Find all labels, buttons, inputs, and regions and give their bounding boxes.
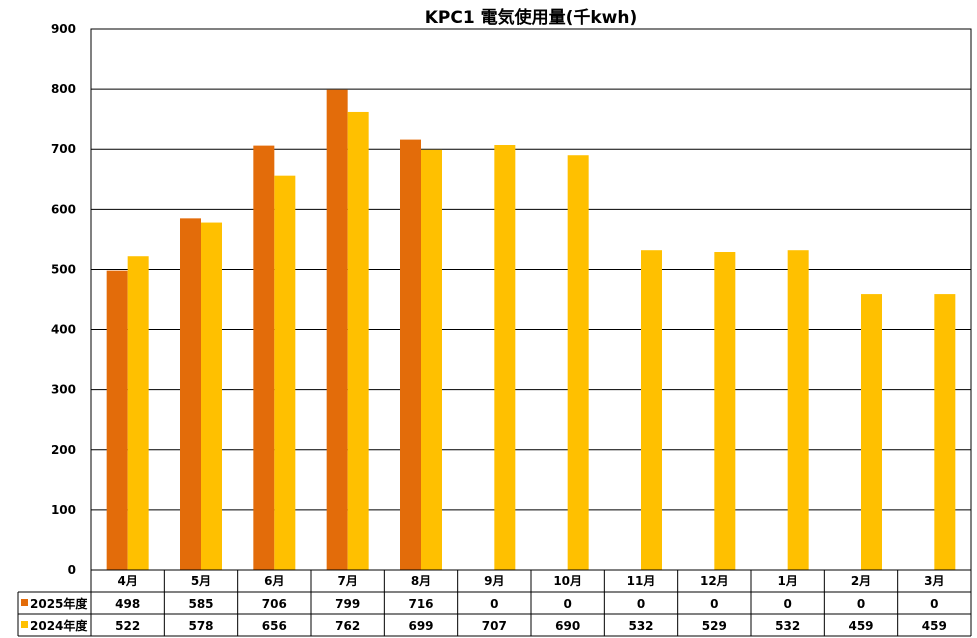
- bar-fy2024-4: [421, 149, 442, 570]
- data-label: 799: [335, 597, 360, 611]
- y-tick-label: 100: [51, 503, 76, 517]
- data-label: 532: [775, 619, 800, 633]
- x-tick-label: 9月: [484, 574, 504, 588]
- x-tick-label: 7月: [337, 574, 357, 588]
- bar-fy2024-8: [714, 252, 736, 571]
- data-label: 0: [563, 597, 571, 611]
- legend-label: 2025年度: [30, 596, 88, 611]
- data-label: 656: [262, 619, 287, 633]
- data-label: 0: [490, 597, 498, 611]
- bar-fy2025-2: [253, 145, 275, 571]
- y-tick-label: 200: [51, 443, 76, 457]
- data-label: 459: [922, 619, 947, 633]
- data-label: 707: [482, 619, 507, 633]
- data-label: 0: [857, 597, 865, 611]
- x-tick-label: 8月: [411, 574, 431, 588]
- data-label: 578: [188, 619, 213, 633]
- data-table: 4月 5月 6月 7月 8月 9月 10月 11月 12月 1月 2月 3月 2025年度 498 585 7…: [17, 569, 972, 637]
- gridlines: [90, 28, 972, 571]
- x-tick-label: 3月: [924, 574, 944, 588]
- y-tick-label: 800: [51, 82, 76, 96]
- bar-fy2024-2: [274, 175, 296, 570]
- x-tick-label: 12月: [700, 574, 729, 588]
- data-label: 529: [702, 619, 727, 633]
- bar-fy2024-6: [567, 155, 589, 570]
- y-tick-label: 600: [51, 202, 76, 216]
- data-label: 532: [628, 619, 653, 633]
- legend-swatch: [21, 621, 28, 628]
- bar-fy2024-5: [494, 145, 516, 570]
- x-tick-label: 2月: [851, 574, 871, 588]
- bar-fy2025-4: [400, 139, 421, 571]
- bar-fy2024-9: [787, 250, 809, 570]
- bar-fy2025-0: [106, 270, 128, 570]
- data-label: 522: [115, 619, 140, 633]
- bar-fy2024-7: [641, 250, 662, 570]
- data-label: 585: [188, 597, 213, 611]
- data-label: 762: [335, 619, 360, 633]
- data-label: 0: [783, 597, 791, 611]
- bars: [106, 89, 956, 571]
- bar-fy2025-3: [326, 89, 348, 570]
- legend-swatch: [21, 599, 28, 606]
- bar-fy2024-0: [127, 256, 149, 570]
- y-tick-label: 0: [68, 563, 76, 577]
- x-tick-label: 6月: [264, 574, 284, 588]
- y-tick-label: 300: [51, 383, 76, 397]
- bar-fy2024-3: [347, 111, 369, 570]
- data-label: 0: [930, 597, 938, 611]
- data-label: 699: [408, 619, 433, 633]
- y-tick-label: 900: [51, 22, 76, 36]
- x-tick-label: 1月: [777, 574, 797, 588]
- data-label: 716: [408, 597, 433, 611]
- x-tick-label: 10月: [553, 574, 582, 588]
- chart-title: KPC1 電気使用量(千kwh): [425, 7, 638, 28]
- bar-fy2024-1: [201, 222, 222, 570]
- data-label: 459: [848, 619, 873, 633]
- data-label: 0: [710, 597, 718, 611]
- y-tick-label: 400: [51, 323, 76, 337]
- y-tick-label: 500: [51, 262, 76, 276]
- plot-area: [90, 28, 972, 571]
- bar-fy2024-10: [861, 294, 882, 570]
- data-label: 0: [637, 597, 645, 611]
- x-tick-label: 11月: [627, 574, 656, 588]
- x-tick-label: 4月: [117, 574, 137, 588]
- data-label: 706: [262, 597, 287, 611]
- bar-fy2024-11: [934, 294, 956, 570]
- data-label: 498: [115, 597, 140, 611]
- data-label: 690: [555, 619, 580, 633]
- bar-fy2025-1: [180, 218, 201, 570]
- y-tick-label: 700: [51, 142, 76, 156]
- x-tick-label: 5月: [191, 574, 211, 588]
- y-axis-ticks: 0 100 200 300 400 500 600 700 800 900: [51, 22, 76, 577]
- legend-label: 2024年度: [30, 618, 88, 633]
